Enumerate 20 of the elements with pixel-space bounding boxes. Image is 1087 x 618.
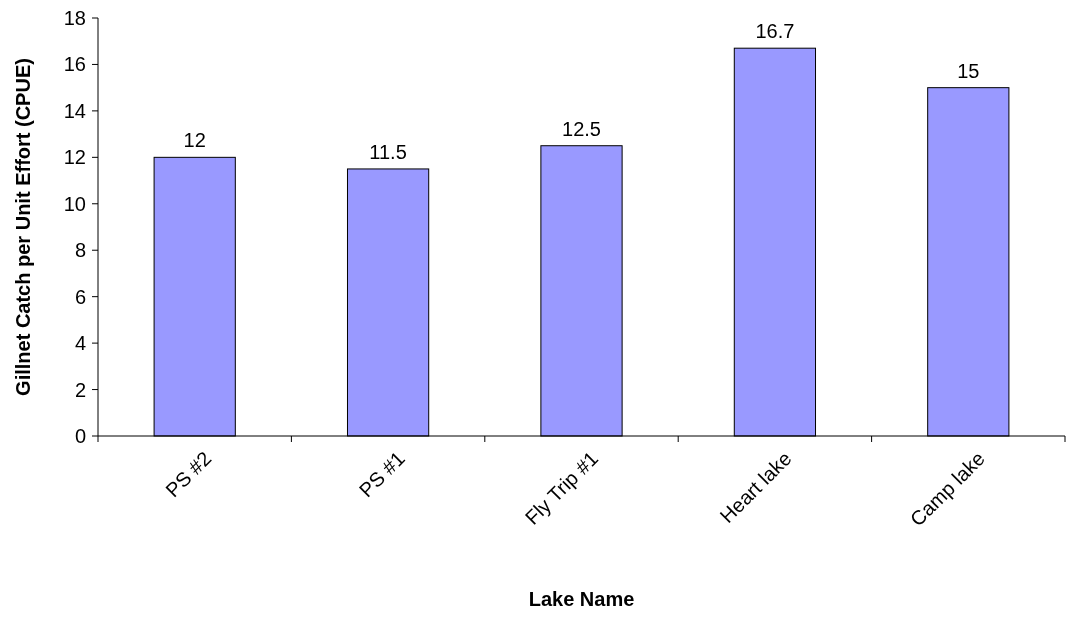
data-label: 12 — [183, 129, 206, 152]
y-tick-label: 2 — [74, 378, 86, 401]
y-axis-title: Gillnet Catch per Unit Effort (CPUE) — [12, 58, 34, 396]
data-label: 11.5 — [369, 140, 407, 163]
y-tick-label: 6 — [74, 285, 86, 308]
y-tick-label: 16 — [63, 53, 86, 76]
x-axis-title: Lake Name — [528, 588, 635, 610]
y-tick-label: 14 — [63, 99, 86, 122]
data-label: 15 — [957, 59, 980, 82]
y-tick-label: 4 — [74, 332, 86, 355]
x-tick-label: PS #1 — [354, 447, 409, 502]
data-label: 16.7 — [755, 20, 795, 43]
y-tick-label: 12 — [63, 146, 86, 169]
y-tick-label: 18 — [63, 7, 86, 29]
x-tick-label: Fly Trip #1 — [520, 447, 603, 529]
x-tick-label: PS #2 — [161, 447, 216, 502]
y-tick-label: 10 — [63, 192, 86, 215]
data-label: 12.5 — [562, 117, 601, 140]
y-tick-label: 8 — [74, 239, 86, 262]
y-tick-label: 0 — [74, 425, 86, 447]
